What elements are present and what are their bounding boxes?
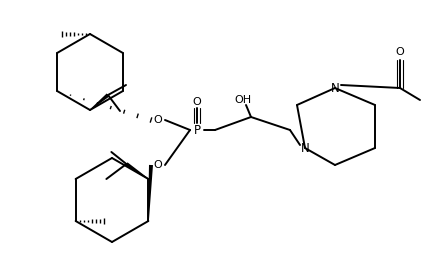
Text: O: O <box>154 160 162 170</box>
Text: O: O <box>193 97 202 107</box>
Polygon shape <box>148 165 153 221</box>
Text: N: N <box>331 82 339 95</box>
Text: OH: OH <box>234 95 251 105</box>
Polygon shape <box>90 94 109 111</box>
Text: O: O <box>154 115 162 125</box>
Text: N: N <box>301 142 309 154</box>
Polygon shape <box>125 162 149 179</box>
Text: O: O <box>396 47 404 57</box>
Text: P: P <box>194 123 201 136</box>
